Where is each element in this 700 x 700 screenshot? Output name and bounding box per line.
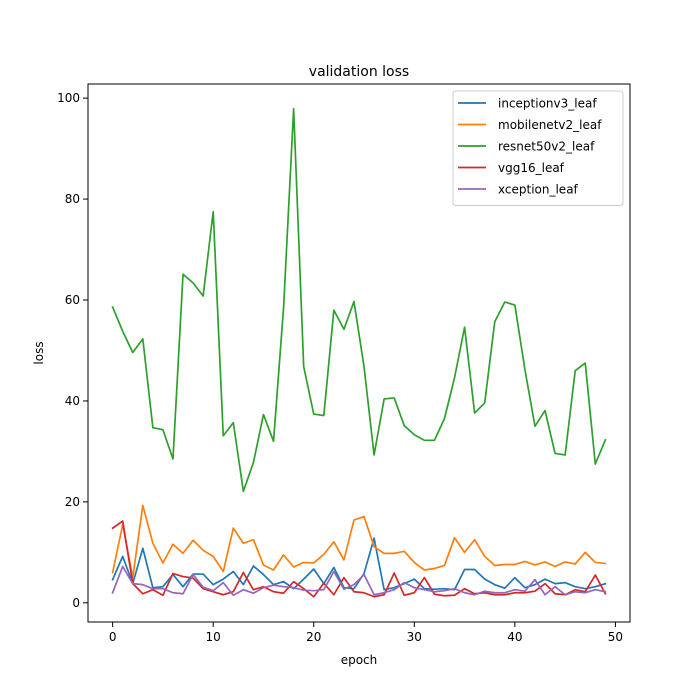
y-axis-label: loss <box>32 341 46 364</box>
series-line-vgg16-leaf <box>111 520 607 598</box>
series-line-xception-leaf <box>111 565 607 597</box>
plot-frame <box>87 83 631 623</box>
x-tick-label: 40 <box>507 630 522 644</box>
legend: inceptionv3_leaf mobilenetv2_leaf resnet50… <box>452 90 624 206</box>
legend-label: vgg16_leaf <box>498 161 565 175</box>
series-line-resnet50v2-leaf <box>111 107 607 493</box>
y-tick-label: 60 <box>65 293 80 307</box>
legend-label: resnet50v2_leaf <box>498 140 595 154</box>
legend-label: inceptionv3_leaf <box>498 97 597 111</box>
series-line-inceptionv3-leaf <box>111 537 607 591</box>
y-tick-label: 0 <box>72 596 80 610</box>
x-tick-label: 0 <box>109 630 117 644</box>
y-tick-label: 40 <box>65 394 80 408</box>
y-tick-label: 20 <box>65 495 80 509</box>
series-layer <box>111 107 607 598</box>
x-tick-label: 50 <box>608 630 623 644</box>
x-tick-label: 30 <box>407 630 422 644</box>
x-axis: 0 10 20 30 40 50 <box>109 622 623 644</box>
y-axis: 0 20 40 60 80 100 <box>57 91 88 610</box>
x-tick-label: 10 <box>206 630 221 644</box>
legend-label: mobilenetv2_leaf <box>498 118 602 132</box>
y-tick-label: 80 <box>65 192 80 206</box>
y-tick-label: 100 <box>57 91 80 105</box>
series-line-mobilenetv2-leaf <box>111 504 607 579</box>
x-axis-label: epoch <box>341 653 378 667</box>
chart-title: validation loss <box>309 64 409 80</box>
legend-label: xception_leaf <box>498 183 579 197</box>
legend-box <box>452 90 624 206</box>
x-tick-label: 20 <box>306 630 321 644</box>
